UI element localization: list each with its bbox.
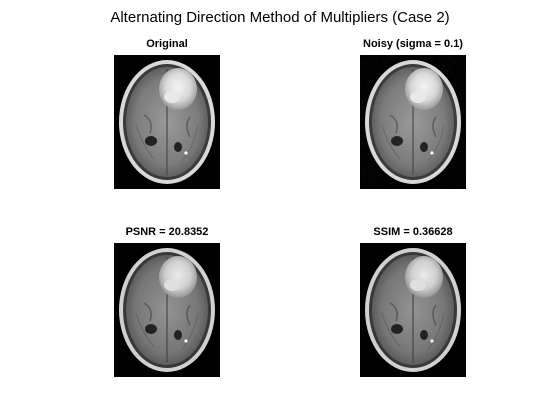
panel-title: Noisy (sigma = 0.1) — [363, 38, 463, 50]
original-mri-image — [114, 55, 220, 189]
panel-title: Original — [146, 38, 188, 50]
noisy-mri-image — [360, 55, 466, 189]
panel-title: SSIM = 0.36628 — [373, 226, 453, 238]
restored-mri-image — [360, 243, 466, 377]
panel-title: PSNR = 20.8352 — [125, 226, 209, 238]
figure-title: Alternating Direction Method of Multipli… — [110, 9, 450, 26]
restored-mri-image — [114, 243, 220, 377]
